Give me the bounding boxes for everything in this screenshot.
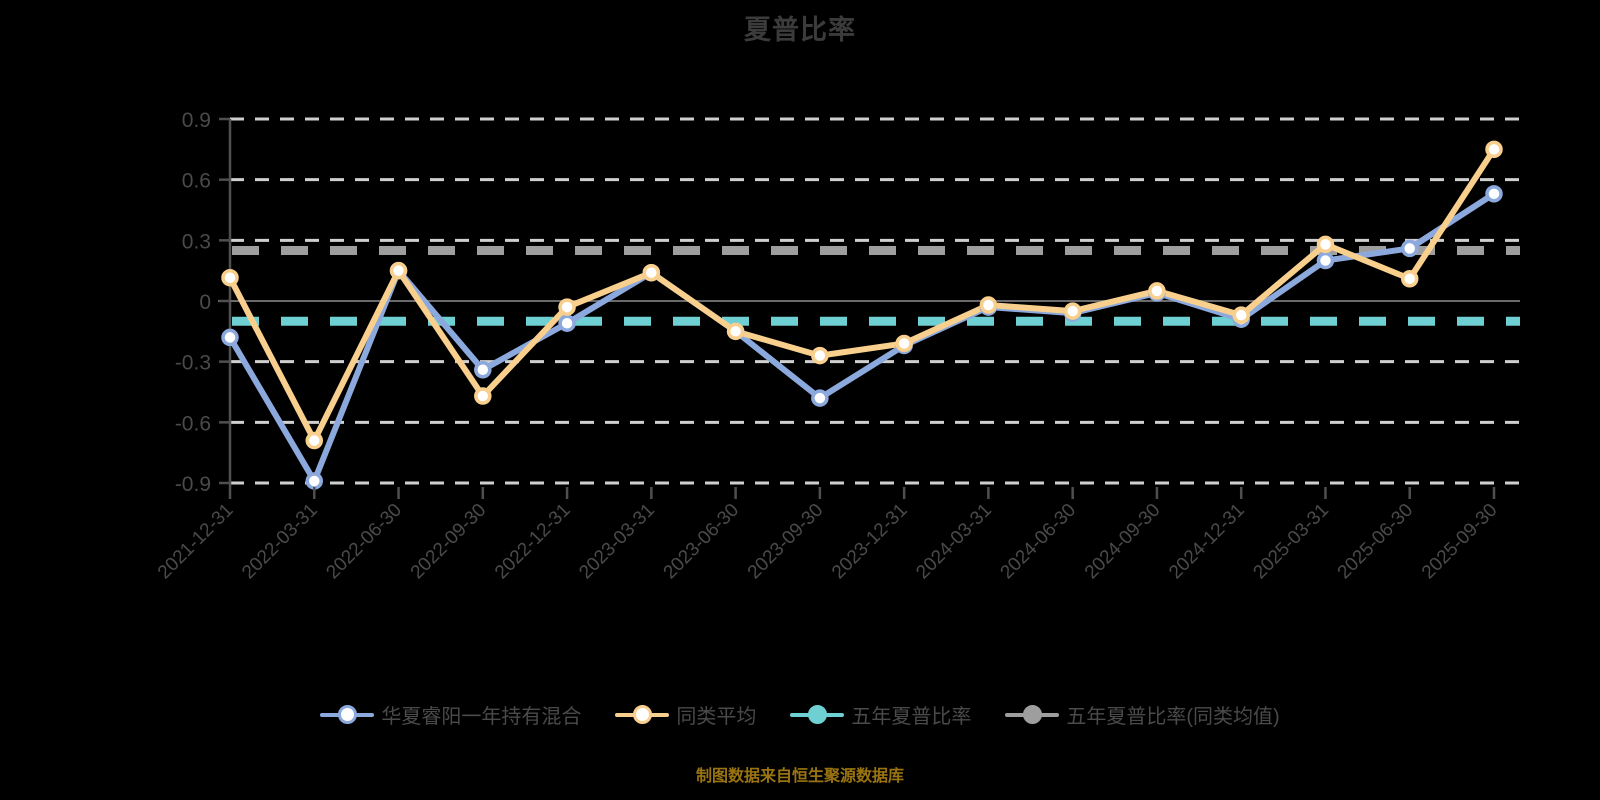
legend-item[interactable]: 同类平均 — [615, 700, 756, 729]
x-tick-label: 2023-09-30 — [744, 500, 828, 584]
axes-group — [218, 119, 1520, 487]
line-marker-icon — [1005, 704, 1060, 726]
series-lines-group — [227, 146, 1497, 484]
data-point-marker[interactable] — [474, 387, 492, 405]
series-line — [227, 146, 1497, 444]
data-point-marker[interactable] — [811, 389, 829, 407]
y-tick-label: 0 — [199, 291, 211, 314]
x-tick-label: 2022-12-31 — [491, 500, 575, 584]
chart-legend: 华夏睿阳一年持有混合 同类平均 五年夏普比率 五年夏普比率(同类均值) — [0, 700, 1600, 729]
y-tick-label: 0.3 — [182, 230, 211, 253]
reference-lines-group — [232, 245, 1520, 326]
data-point-marker[interactable] — [1485, 140, 1503, 159]
series-line — [227, 190, 1497, 484]
x-axis-ticks: 2021-12-31 2022-03-31 2022-06-30 2022-09-30… — [154, 487, 1502, 583]
legend-marker-dot — [1022, 705, 1042, 724]
series-markers-group — [221, 140, 1503, 490]
data-point-marker[interactable] — [1316, 235, 1335, 254]
x-tick-label: 2023-03-31 — [575, 500, 659, 584]
legend-item[interactable]: 华夏睿阳一年持有混合 — [320, 700, 581, 729]
x-tick-label: 2021-12-31 — [154, 500, 238, 584]
x-tick-label: 2025-09-30 — [1418, 500, 1502, 584]
chart-plot-area: 0.9 0.6 0.3 0 -0.3 -0.6 -0.9 2021-12-31 2022-03… — [154, 109, 1520, 583]
x-tick-label: 2022-06-30 — [322, 500, 406, 584]
data-point-marker[interactable] — [1063, 302, 1082, 320]
chart-title: 夏普比率 — [744, 15, 856, 45]
x-tick-label: 2023-12-31 — [828, 500, 912, 584]
data-point-marker[interactable] — [1400, 239, 1419, 258]
data-point-marker[interactable] — [221, 268, 239, 287]
x-tick-label: 2024-03-31 — [912, 500, 996, 584]
legend-label: 华夏睿阳一年持有混合 — [381, 706, 582, 728]
legend-marker-dot — [807, 705, 827, 724]
data-point-marker[interactable] — [558, 298, 576, 316]
legend-item[interactable]: 五年夏普比率(同类均值) — [1005, 700, 1280, 729]
data-point-marker[interactable] — [558, 314, 576, 332]
y-tick-label: -0.6 — [175, 412, 211, 435]
x-tick-label: 2023-06-30 — [660, 500, 744, 584]
legend-item[interactable]: 五年夏普比率 — [790, 700, 971, 729]
x-tick-label: 2024-12-31 — [1165, 500, 1249, 584]
data-point-marker[interactable] — [474, 361, 492, 379]
data-point-marker[interactable] — [1400, 270, 1419, 288]
x-tick-label: 2024-06-30 — [997, 500, 1081, 584]
legend-label: 同类平均 — [676, 706, 757, 728]
y-tick-label: 0.9 — [182, 109, 211, 132]
legend-marker-dot — [337, 705, 357, 724]
line-marker-icon — [615, 704, 670, 726]
data-point-marker[interactable] — [1485, 185, 1503, 203]
footer-note: 制图数据来自恒生聚源数据库 — [695, 768, 904, 785]
data-point-marker[interactable] — [1232, 306, 1250, 324]
data-point-marker[interactable] — [895, 334, 913, 353]
y-tick-label: 0.6 — [182, 170, 211, 193]
x-tick-label: 2022-03-31 — [238, 500, 322, 584]
data-point-marker[interactable] — [1316, 251, 1335, 270]
line-marker-icon — [320, 704, 375, 726]
legend-label: 五年夏普比率(同类均值) — [1066, 706, 1280, 728]
x-tick-label: 2024-09-30 — [1081, 500, 1165, 584]
data-point-marker[interactable] — [305, 472, 324, 490]
data-point-marker[interactable] — [305, 431, 324, 450]
data-point-marker[interactable] — [389, 261, 408, 280]
legend-label: 五年夏普比率 — [851, 706, 972, 728]
y-tick-label: -0.3 — [175, 352, 211, 375]
y-axis-ticks: 0.9 0.6 0.3 0 -0.3 -0.6 -0.9 — [175, 109, 230, 496]
x-tick-label: 2022-09-30 — [407, 500, 491, 584]
gridlines-group — [230, 117, 1520, 485]
data-point-marker[interactable] — [1148, 282, 1166, 300]
x-tick-label: 2025-03-31 — [1249, 500, 1333, 584]
data-point-marker[interactable] — [642, 263, 661, 282]
data-point-marker[interactable] — [726, 322, 745, 341]
data-point-marker[interactable] — [979, 296, 998, 314]
y-tick-label: -0.9 — [175, 473, 211, 496]
x-tick-label: 2025-06-30 — [1334, 500, 1418, 584]
legend-marker-dot — [632, 705, 652, 724]
line-marker-icon — [790, 704, 845, 726]
data-point-marker[interactable] — [221, 328, 239, 347]
data-point-marker[interactable] — [811, 346, 829, 365]
